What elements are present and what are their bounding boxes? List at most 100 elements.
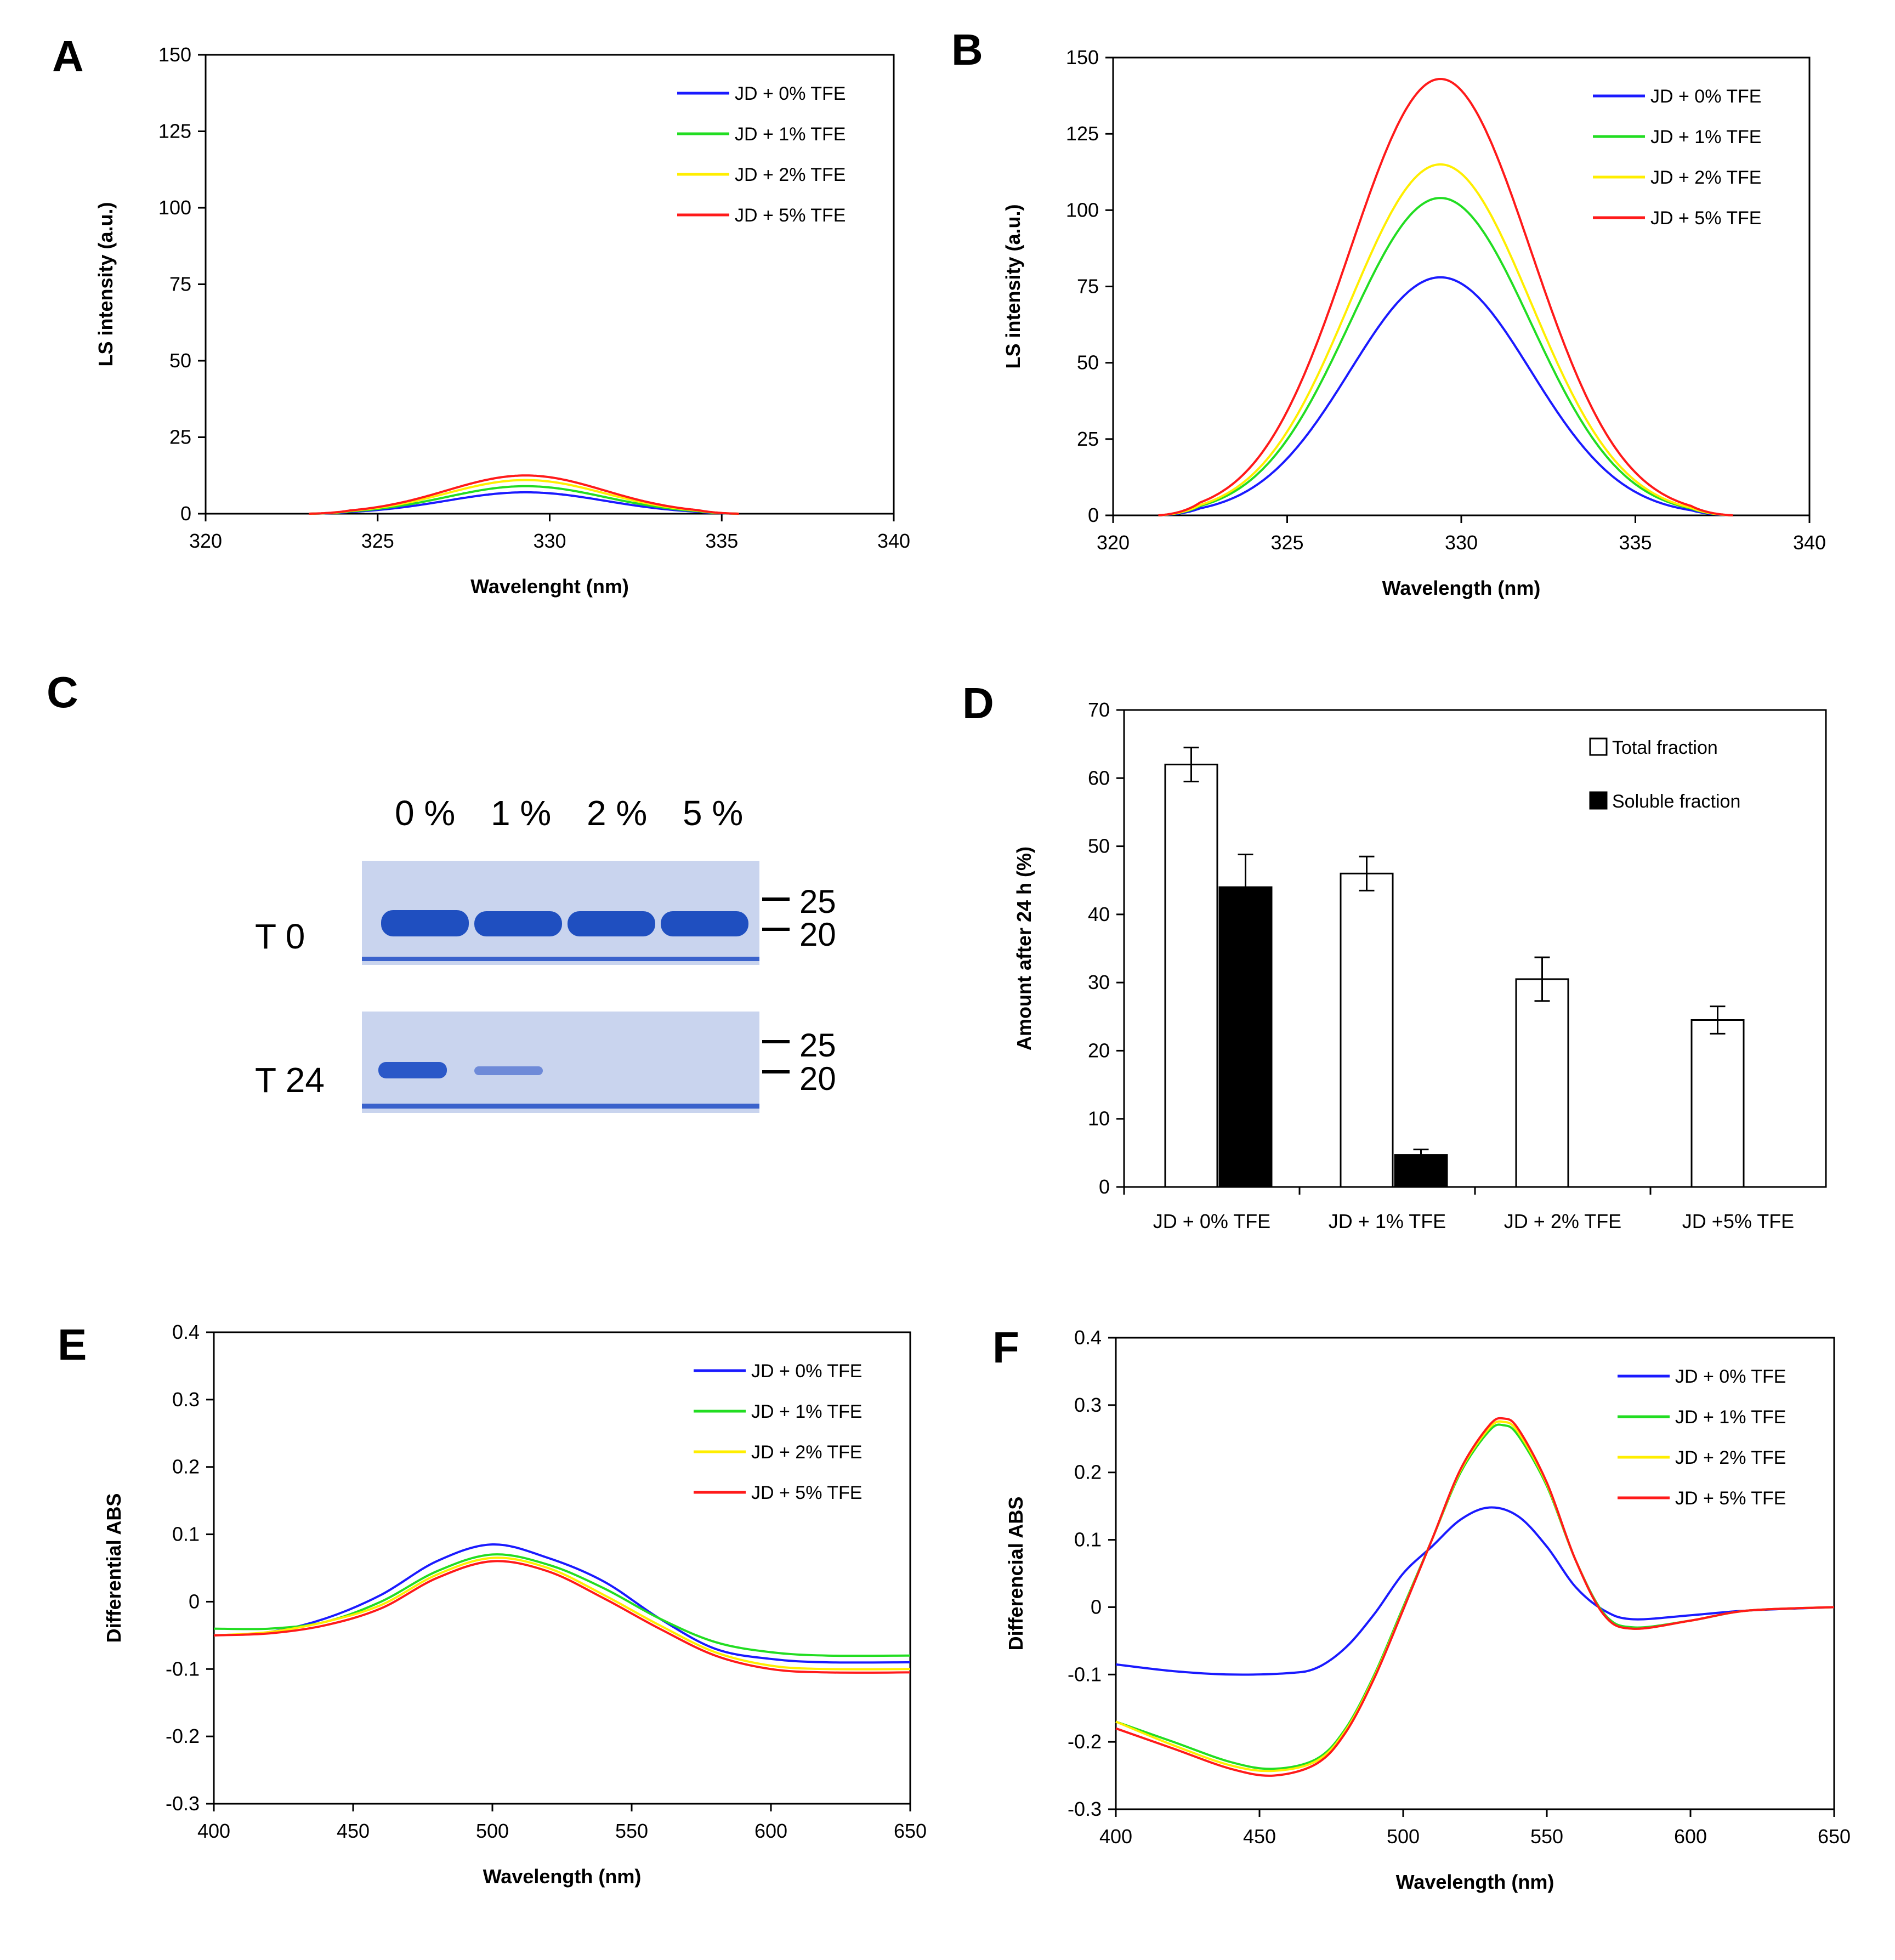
x-tick-label: 335 bbox=[705, 530, 738, 552]
gel-marker-label: 20 bbox=[799, 916, 836, 953]
x-tick-label: 400 bbox=[1099, 1825, 1132, 1848]
series-line bbox=[1115, 1417, 1835, 1777]
x-tick-label: 320 bbox=[1097, 531, 1130, 554]
y-tick-label: 25 bbox=[169, 426, 191, 448]
y-tick-label: 50 bbox=[1077, 351, 1099, 374]
y-tick-label: 100 bbox=[158, 196, 191, 219]
series-line bbox=[213, 1543, 911, 1664]
series-line bbox=[213, 1556, 911, 1671]
x-axis-label: Wavelenght (nm) bbox=[470, 575, 629, 598]
legend-label: JD + 1% TFE bbox=[1650, 127, 1762, 147]
x-tick-label: 450 bbox=[337, 1820, 370, 1842]
y-tick-label: 0.4 bbox=[172, 1321, 200, 1343]
gel-marker-label: 25 bbox=[799, 883, 836, 920]
y-tick-label: 40 bbox=[1088, 903, 1110, 925]
y-axis-label: Differencial ABS bbox=[1005, 1497, 1027, 1651]
x-tick-label: 340 bbox=[877, 530, 910, 552]
y-tick-label: 150 bbox=[158, 43, 191, 66]
legend-label: JD + 5% TFE bbox=[751, 1482, 863, 1503]
y-tick-label: 20 bbox=[1088, 1039, 1110, 1061]
x-tick-label: 325 bbox=[361, 530, 394, 552]
y-tick-label: 10 bbox=[1088, 1107, 1110, 1130]
panel-letter-a: A bbox=[52, 32, 84, 81]
series-line bbox=[1158, 276, 1733, 516]
y-tick-label: 60 bbox=[1088, 766, 1110, 789]
x-tick-label: 650 bbox=[1818, 1825, 1851, 1848]
legend-label: Soluble fraction bbox=[1612, 791, 1740, 812]
gel-marker-label: 20 bbox=[799, 1060, 836, 1097]
x-tick-label: JD +5% TFE bbox=[1682, 1210, 1794, 1232]
legend-label: JD + 2% TFE bbox=[1675, 1447, 1786, 1468]
bar bbox=[1218, 886, 1273, 1188]
gel-row-label: T 24 bbox=[255, 1060, 325, 1100]
y-tick-label: 0 bbox=[1091, 1595, 1102, 1618]
gel-row-label: T 0 bbox=[255, 917, 305, 956]
gel-panel: 0 % 1 % 2 % 5 % T 0 T 24 25 20 25 20 bbox=[255, 793, 836, 1113]
bar bbox=[1515, 978, 1569, 1188]
legend-label: JD + 0% TFE bbox=[1650, 86, 1762, 107]
legend-label: JD + 1% TFE bbox=[1675, 1407, 1786, 1428]
y-tick-label: -0.3 bbox=[1068, 1798, 1102, 1820]
legend-label: JD + 5% TFE bbox=[1650, 208, 1762, 229]
gel-band bbox=[568, 911, 655, 936]
chart-e: -0.3 -0.2 -0.1 0 0.1 0.2 0.3 0.4 400 450 500 550 600… bbox=[103, 1321, 927, 1888]
y-tick-label: 0 bbox=[1099, 1175, 1110, 1198]
bar bbox=[1164, 763, 1218, 1188]
y-tick-label: 70 bbox=[1088, 698, 1110, 721]
x-tick-label: 335 bbox=[1619, 531, 1652, 554]
gel-band bbox=[381, 910, 469, 936]
chart-a: 0 25 50 75 100 125 150 320 325 330 335 340 Wavelengh… bbox=[94, 43, 910, 598]
legend-label: JD + 2% TFE bbox=[735, 164, 846, 185]
x-tick-label: 450 bbox=[1243, 1825, 1276, 1848]
x-tick-label: JD + 2% TFE bbox=[1504, 1210, 1621, 1232]
y-tick-label: -0.3 bbox=[166, 1792, 200, 1815]
y-tick-label: 50 bbox=[169, 349, 191, 372]
y-tick-label: 25 bbox=[1077, 428, 1099, 450]
legend-label: JD + 2% TFE bbox=[1650, 167, 1762, 188]
y-tick-label: 0.4 bbox=[1074, 1326, 1102, 1349]
x-tick-label: 340 bbox=[1793, 531, 1826, 554]
gel-band bbox=[378, 1062, 447, 1078]
series-line bbox=[1115, 1423, 1835, 1770]
series-line bbox=[309, 491, 739, 515]
y-tick-label: 150 bbox=[1066, 46, 1099, 69]
gel-lane-label: 2 % bbox=[587, 793, 647, 833]
series-line bbox=[309, 485, 739, 515]
gel-dye-front-t24 bbox=[362, 1104, 759, 1109]
gel-dye-front-t0 bbox=[362, 957, 759, 961]
y-tick-label: -0.2 bbox=[166, 1725, 200, 1747]
x-tick-label: 650 bbox=[894, 1820, 927, 1842]
y-tick-label: 75 bbox=[1077, 275, 1099, 298]
legend-label: JD + 5% TFE bbox=[735, 205, 846, 226]
gel-marker-label: 25 bbox=[799, 1027, 836, 1064]
legend-swatch bbox=[1589, 737, 1608, 756]
y-tick-label: 50 bbox=[1088, 835, 1110, 857]
legend-label: JD + 0% TFE bbox=[735, 83, 846, 104]
series-line bbox=[1158, 77, 1733, 516]
x-tick-label: JD + 0% TFE bbox=[1153, 1210, 1270, 1232]
y-tick-label: 75 bbox=[169, 273, 191, 296]
panel-letter-d: D bbox=[962, 679, 994, 728]
legend-label: JD + 1% TFE bbox=[751, 1401, 863, 1422]
y-tick-label: 0.3 bbox=[172, 1388, 200, 1411]
y-tick-label: 0.2 bbox=[172, 1456, 200, 1478]
y-axis-label: LS intensity (a.u.) bbox=[94, 202, 117, 366]
series-line bbox=[309, 474, 739, 515]
panel-letter-b: B bbox=[951, 25, 983, 74]
x-axis-label: Wavelength (nm) bbox=[1382, 577, 1541, 599]
series-line bbox=[1158, 197, 1733, 516]
x-tick-label: 325 bbox=[1270, 531, 1303, 554]
legend-label: JD + 0% TFE bbox=[751, 1361, 863, 1382]
y-axis-label: Differential ABS bbox=[103, 1493, 125, 1643]
legend-label: JD + 1% TFE bbox=[735, 124, 846, 145]
x-tick-label: 330 bbox=[1445, 531, 1478, 554]
legend-swatch bbox=[1589, 791, 1608, 810]
bar bbox=[1340, 872, 1394, 1188]
x-tick-label: 400 bbox=[197, 1820, 230, 1842]
y-tick-label: 0.2 bbox=[1074, 1461, 1102, 1484]
x-tick-label: 500 bbox=[476, 1820, 509, 1842]
y-axis-label: Amount after 24 h (%) bbox=[1013, 847, 1035, 1050]
bar bbox=[1690, 1019, 1745, 1188]
y-tick-label: 0.3 bbox=[1074, 1394, 1102, 1416]
